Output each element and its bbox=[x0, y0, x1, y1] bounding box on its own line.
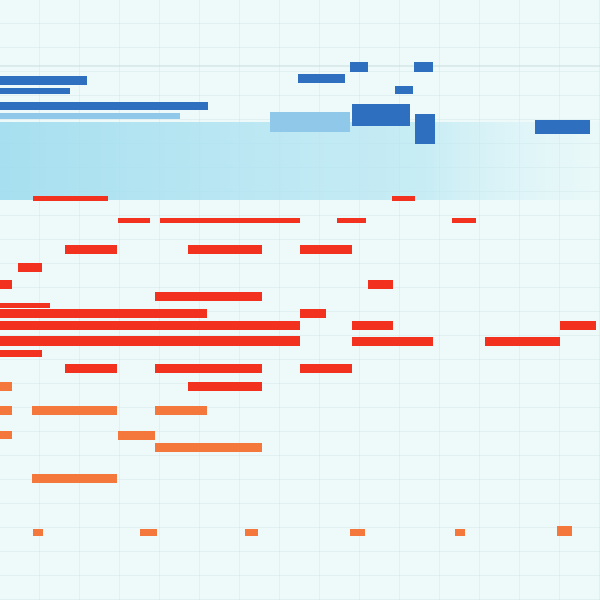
bar bbox=[155, 292, 262, 301]
bar bbox=[32, 406, 117, 415]
mark bbox=[455, 529, 465, 536]
bar bbox=[160, 218, 300, 223]
bar bbox=[33, 196, 108, 201]
bar bbox=[0, 431, 12, 439]
blue-block bbox=[414, 62, 433, 72]
bar bbox=[368, 280, 393, 289]
bar bbox=[300, 364, 352, 373]
bar bbox=[118, 218, 150, 223]
bar bbox=[300, 309, 326, 318]
bar bbox=[188, 245, 262, 254]
blue-block bbox=[298, 74, 345, 83]
blue-block bbox=[415, 114, 435, 144]
bar bbox=[0, 303, 50, 308]
footer-marks bbox=[33, 526, 572, 536]
bar bbox=[560, 321, 596, 330]
mark bbox=[33, 529, 43, 536]
blue-block bbox=[350, 62, 368, 72]
blue-region bbox=[0, 62, 600, 200]
bar bbox=[65, 245, 117, 254]
bar bbox=[392, 196, 415, 201]
blue-block bbox=[352, 104, 410, 126]
blue-block bbox=[270, 112, 350, 132]
blue-block bbox=[0, 102, 208, 110]
bar bbox=[0, 336, 300, 346]
mark bbox=[140, 529, 157, 536]
bar bbox=[352, 321, 393, 330]
bar bbox=[452, 218, 476, 223]
bar bbox=[485, 337, 560, 346]
blue-block bbox=[535, 120, 590, 134]
bar bbox=[18, 263, 42, 272]
blue-block bbox=[395, 86, 413, 94]
mark bbox=[245, 529, 258, 536]
bar bbox=[0, 350, 42, 357]
bar bbox=[0, 280, 12, 289]
bar bbox=[155, 406, 207, 415]
bar bbox=[0, 309, 207, 318]
mark bbox=[557, 526, 572, 536]
blue-block bbox=[0, 88, 70, 94]
blue-block bbox=[0, 76, 87, 85]
bar bbox=[352, 337, 433, 346]
blue-block bbox=[0, 113, 180, 119]
bar bbox=[118, 431, 155, 440]
bar bbox=[65, 364, 117, 373]
bar bbox=[0, 321, 300, 330]
bar bbox=[155, 443, 262, 452]
bar bbox=[0, 406, 12, 415]
bar bbox=[32, 474, 117, 483]
haze-band bbox=[0, 122, 600, 200]
bar bbox=[155, 364, 262, 373]
bar bbox=[188, 382, 262, 391]
red-bars bbox=[0, 196, 596, 483]
bar bbox=[337, 218, 366, 223]
bar bbox=[300, 245, 352, 254]
mark bbox=[350, 529, 365, 536]
bar bbox=[0, 382, 12, 391]
